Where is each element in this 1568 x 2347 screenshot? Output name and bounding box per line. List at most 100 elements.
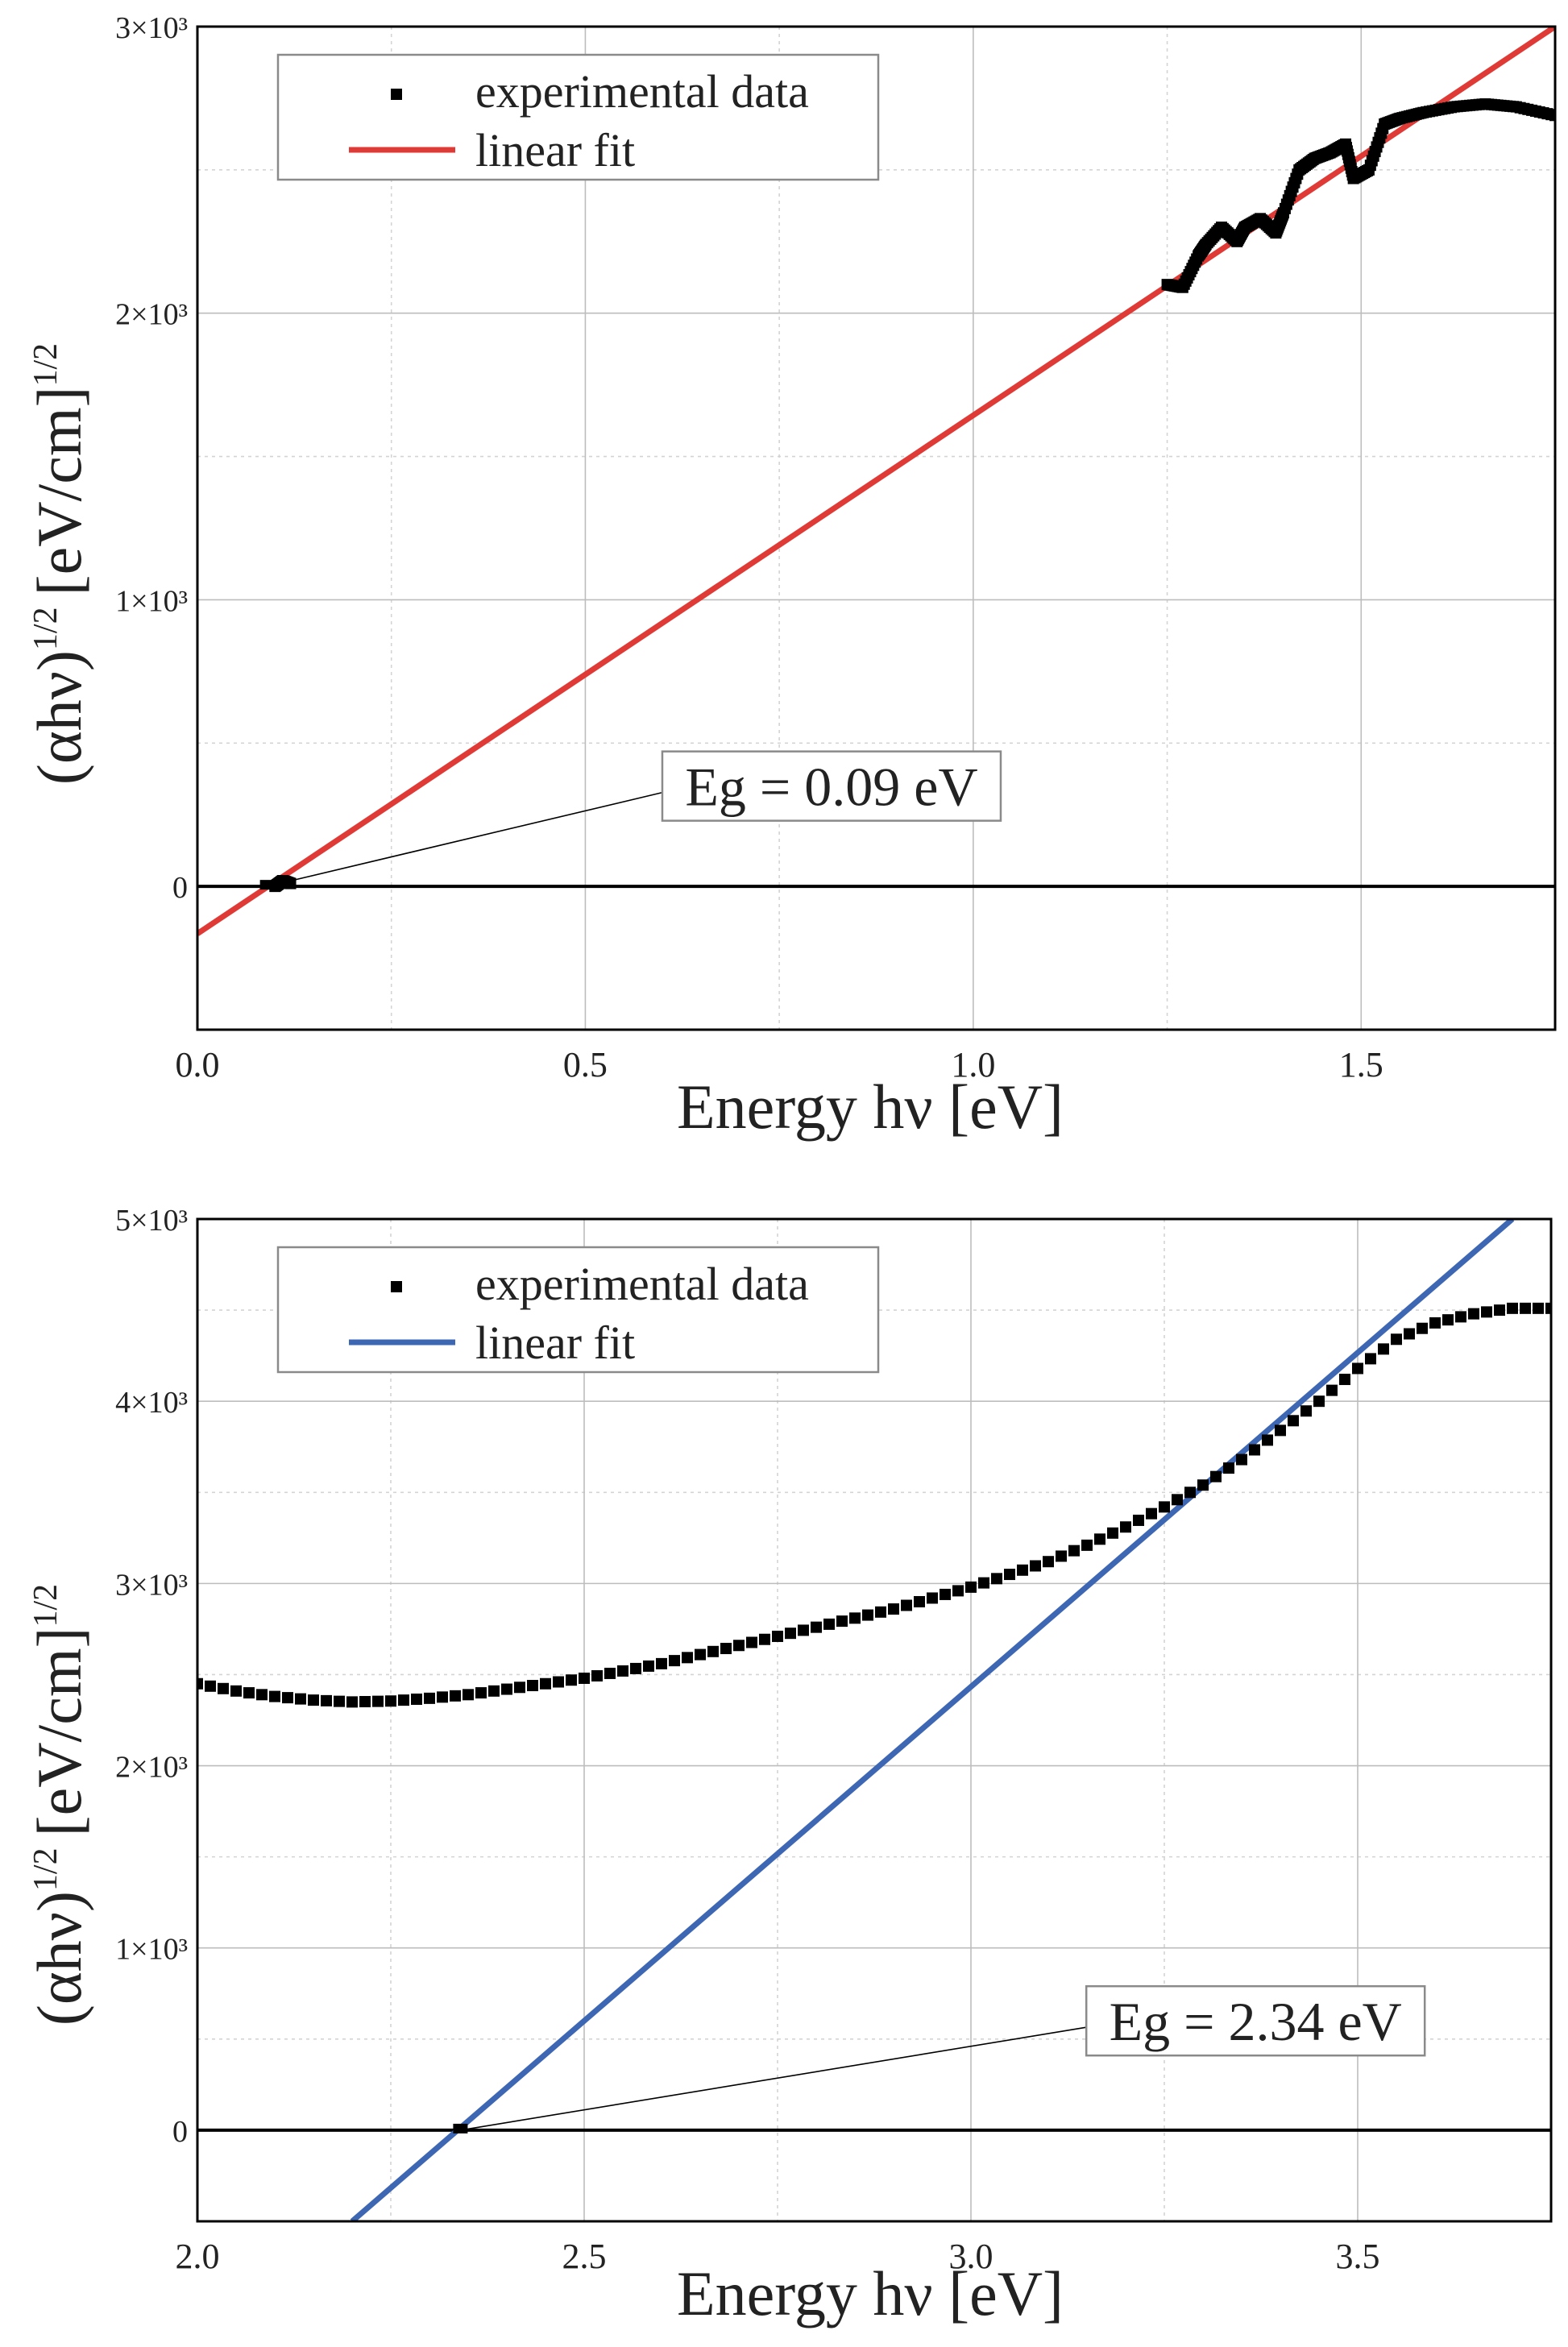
chart-bottom-data-point [849,1612,861,1624]
chart-bottom-data-point [1146,1507,1157,1520]
chart-bottom-data-point [811,1621,822,1633]
chart-bottom-data-point [256,1689,268,1701]
chart-bottom: Energy hν [eV] (αhν)1/2[eV/cm]1/2 2.0 2.5… [24,1204,1553,2328]
chart-bottom-data-point [527,1680,538,1692]
chart-top-y-tick-label: 2×10³ [115,298,188,332]
chart-top-x-tick-label: 1.5 [1339,1045,1383,1084]
chart-bottom-data-point [991,1573,1002,1585]
chart-bottom-data-point [617,1665,628,1677]
chart-top-annotation-label: Eg = 0.09 eV [685,757,977,818]
chart-bottom-data-point [475,1687,487,1699]
chart-bottom-data-point [965,1581,977,1593]
chart-bottom-plot-frame [196,1217,1553,2223]
chart-bottom-data-point [463,1689,474,1701]
chart-bottom-data-point [604,1667,616,1679]
chart-bottom-data-point [1365,1353,1376,1365]
chart-bottom-data-point [1507,1302,1518,1314]
chart-bottom-data-point [1468,1308,1479,1320]
chart-bottom-data-point [424,1692,435,1704]
chart-bottom-data-point [1056,1550,1067,1562]
chart-bottom-data-point [1236,1453,1247,1466]
chart-bottom-y-tick-label: 2×10³ [115,1751,188,1785]
chart-bottom-data-point [643,1660,654,1672]
chart-bottom-annotation-label: Eg = 2.34 eV [1110,1991,1402,2052]
chart-top-y-tick-label: 0 [172,871,188,905]
chart-bottom-data-point [669,1655,680,1667]
chart-bottom-ylabel: (αhν)1/2[eV/cm]1/2 [24,1584,94,2026]
chart-bottom-x-tick-label: 2.5 [562,2237,607,2276]
chart-top-legend: experimental data linear fit [276,53,880,181]
chart-top-linear-fit-line [197,27,1555,936]
chart-bottom-data-point [1159,1501,1170,1513]
chart-bottom-data-point [501,1683,512,1695]
chart-bottom-data-point [372,1695,384,1707]
chart-bottom-data-point [656,1657,667,1669]
chart-bottom-data-point [308,1694,319,1706]
chart-bottom-data-point [1043,1556,1054,1568]
chart-bottom-x-tick-label: 2.0 [176,2237,220,2276]
chart-bottom-data-point [695,1648,706,1661]
chart-bottom-data-point [282,1692,293,1704]
chart-bottom-data-point [1520,1302,1531,1314]
chart-top-y-tick-label: 1×10³ [115,584,188,618]
chart-bottom-data-point [579,1672,590,1684]
chart-top-legend-box [276,53,880,181]
chart-top: Energy hν [eV] (αhν)1/2[eV/cm]1/2 0.0 0.5… [24,11,1557,1142]
chart-top-fit-series [197,27,1555,936]
chart-bottom-y-tick-label: 0 [172,2115,188,2149]
chart-bottom-data-point [321,1694,332,1706]
chart-bottom-x-tick-label: 3.0 [949,2237,993,2276]
chart-bottom-data-point [591,1669,603,1681]
chart-bottom-data-point [952,1585,964,1597]
chart-bottom-data-point [1094,1533,1105,1545]
chart-bottom-legend-fit-label: linear fit [475,1317,635,1369]
chart-bottom-data-point [450,1690,461,1702]
chart-bottom-data-point [1275,1424,1286,1437]
chart-bottom-data-point [1417,1322,1428,1334]
chart-bottom-legend: experimental data linear fit [276,1246,880,1374]
chart-top-annotation-box [661,750,1002,822]
chart-bottom-data-point [1107,1527,1118,1539]
chart-bottom-data-point [798,1624,809,1636]
chart-bottom-data-point [197,1677,203,1690]
chart-bottom-data-point [1030,1560,1041,1572]
chart-bottom-data-point [1404,1328,1415,1340]
chart-bottom-annotation-anchor [453,2123,468,2133]
chart-bottom-data-point [514,1681,525,1694]
chart-bottom-linear-fit-line [350,1219,1515,2221]
chart-bottom-data-point [1184,1487,1196,1499]
chart-bottom-y-tick-label: 4×10³ [115,1386,188,1420]
chart-bottom-data-point [1352,1362,1363,1375]
chart-bottom-fit-series [350,1219,1515,2221]
chart-bottom-data-point [978,1577,989,1589]
chart-bottom-data-point [1017,1564,1028,1576]
chart-bottom-data-point [707,1645,719,1657]
chart-bottom-data-point [1223,1462,1234,1474]
chart-bottom-data-point [385,1695,396,1707]
chart-bottom-data-point [411,1693,422,1705]
chart-bottom-data-point [901,1599,912,1611]
chart-bottom-data-point [772,1630,783,1642]
chart-bottom-data-point [218,1682,229,1694]
chart-top-annotation-anchor [259,880,275,890]
chart-bottom-data-point [1210,1470,1222,1482]
chart-bottom-data-point [759,1633,770,1645]
chart-bottom-data-point [630,1662,641,1674]
chart-bottom-data-point [823,1618,835,1630]
chart-bottom-data-point [1262,1434,1273,1446]
chart-bottom-data-point [862,1609,873,1621]
chart-bottom-xlabel: Energy hν [eV] [677,2258,1064,2328]
chart-bottom-data-point [720,1643,732,1655]
chart-bottom-data-point [1313,1395,1325,1408]
chart-bottom-data-point [488,1685,500,1697]
chart-bottom-data-point [1081,1539,1093,1551]
chart-bottom-data-point [1455,1311,1466,1323]
chart-bottom-data-point [785,1628,796,1640]
chart-bottom-data-point [1288,1415,1299,1427]
chart-bottom-data-point [1481,1306,1492,1318]
chart-bottom-data-point [1133,1514,1144,1526]
chart-bottom-data-point [940,1588,951,1600]
chart-top-x-tick-label: 0.5 [563,1045,608,1084]
chart-bottom-legend-data-marker [391,1281,402,1292]
